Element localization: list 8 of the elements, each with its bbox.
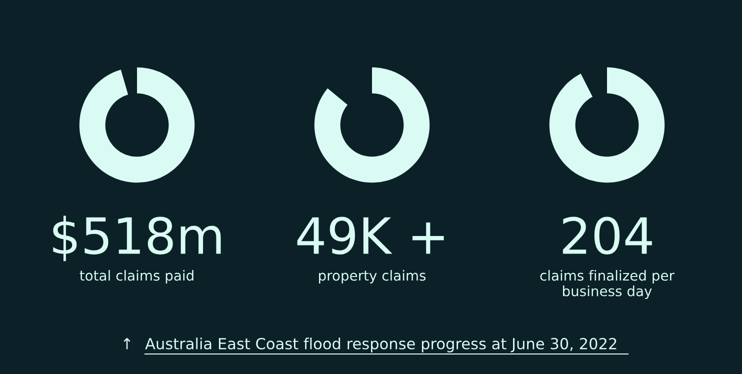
text: ↑ xyxy=(124,338,130,350)
text: total claims paid xyxy=(80,270,194,284)
text: property claims xyxy=(319,270,426,284)
text: $518m xyxy=(53,216,221,262)
text: Australia East Coast flood response progress at June 30, 2022 xyxy=(145,338,616,352)
text: claims finalized per business day xyxy=(540,270,674,299)
text: 49K + xyxy=(297,216,444,255)
text: 204 xyxy=(562,216,652,255)
